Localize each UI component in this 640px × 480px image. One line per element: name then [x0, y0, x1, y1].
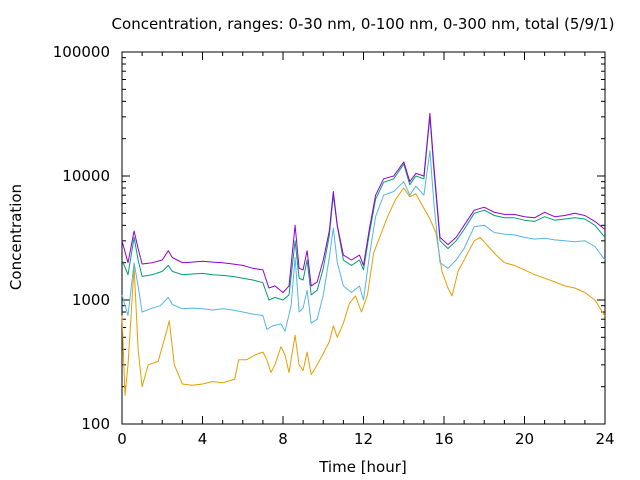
series-line-2 [121, 150, 606, 332]
y-tick-label: 100000 [53, 43, 110, 61]
chart-title: Concentration, ranges: 0-30 nm, 0-100 nm… [112, 15, 615, 33]
series-line-4 [121, 112, 606, 293]
x-tick-label: 4 [198, 430, 208, 448]
y-tick-label: 10000 [62, 167, 110, 185]
y-axis-label: Concentration [7, 184, 25, 290]
x-tick-label: 8 [278, 430, 288, 448]
x-tick-label: 20 [515, 430, 534, 448]
axis-ticks: 0 4 8 12 16 20 24 100 1000 10000 100000 [53, 43, 615, 448]
x-tick-label: 12 [354, 430, 373, 448]
y-tick-label: 100 [81, 415, 110, 433]
series-group [121, 112, 606, 396]
plot-frame [121, 51, 606, 425]
series-line-1 [121, 187, 606, 396]
y-tick-label: 1000 [72, 291, 110, 309]
x-tick-label: 0 [117, 430, 127, 448]
x-axis-label: Time [hour] [318, 458, 407, 476]
x-tick-label: 24 [595, 430, 614, 448]
x-tick-label: 16 [434, 430, 453, 448]
series-line-3 [121, 116, 606, 301]
